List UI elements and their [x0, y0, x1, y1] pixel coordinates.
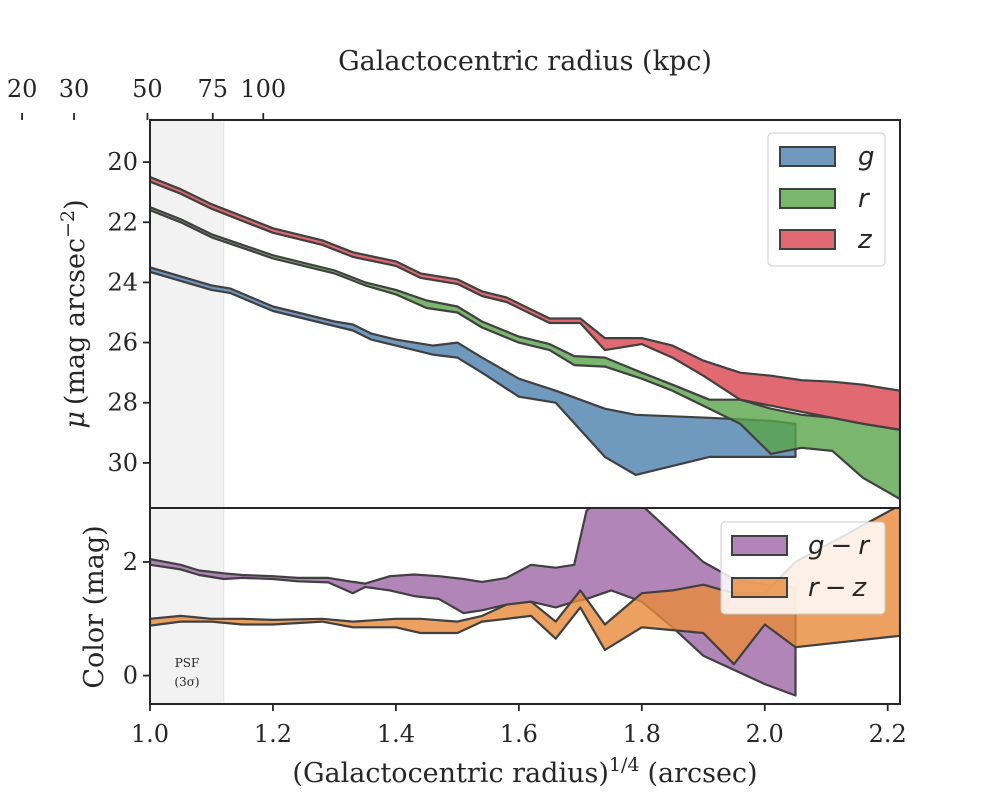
legend-label-r-z: r − z: [808, 573, 868, 603]
ticks: 202224262830021.01.21.41.61.82.02.210203…: [7, 75, 907, 748]
legend-g-r-part2: r: [858, 531, 871, 561]
legend-swatch-r-z: [731, 577, 788, 598]
kpc-tick-label-30: 30: [59, 75, 90, 103]
bands-top: [151, 176, 900, 501]
legend-top: g r z: [767, 132, 886, 267]
legend-g-r-part1: g: [808, 531, 825, 561]
ytick-label-top-24: 24: [107, 268, 138, 296]
legend-label-g-r: g − r: [808, 531, 871, 561]
ytick-label-top-28: 28: [107, 389, 138, 417]
axes-bottom-frame: [149, 507, 901, 705]
legend-label-g: g: [858, 142, 875, 172]
band-g: [151, 266, 797, 476]
ylabel-exponent: −2: [57, 210, 79, 238]
legend-bottom: g − r r − z: [720, 521, 886, 615]
psf-label: PSF: [175, 656, 200, 670]
xlabel-unit: (arcsec): [647, 758, 757, 789]
xlabel-main: (Galactocentric radius): [292, 758, 608, 789]
psf-region-bottom: [150, 509, 224, 704]
ytick-label-top-30: 30: [107, 449, 138, 477]
xtick-label-1.2: 1.2: [254, 720, 292, 748]
ylabel-mu: μ: [60, 411, 91, 429]
xtick-label-2.2: 2.2: [869, 720, 907, 748]
band-g-r: [151, 509, 797, 697]
legend-label-z: z: [857, 225, 873, 255]
legend-g-r-minus: −: [831, 531, 853, 561]
legend-label-r: r: [858, 184, 871, 214]
ytick-label-top-26: 26: [107, 329, 138, 357]
ytick-label-bottom-2: 2: [123, 548, 138, 576]
xtick-label-2.0: 2.0: [746, 720, 784, 748]
band-z: [151, 176, 900, 431]
kpc-tick-label-100: 100: [240, 75, 286, 103]
legend-swatch-g: [779, 146, 836, 167]
ytick-label-bottom-0: 0: [123, 662, 138, 690]
xtick-label-1.8: 1.8: [623, 720, 661, 748]
bottom-panel-ylabel: Color (mag): [79, 525, 110, 688]
legend-r-z-part2: z: [852, 573, 868, 603]
ylabel-close: ): [60, 199, 91, 210]
kpc-tick-label-75: 75: [197, 75, 228, 103]
legend-r-z-minus: −: [825, 573, 847, 603]
xlabel-exponent: 1/4: [609, 754, 640, 776]
bottom-axis-label: (Galactocentric radius)1/4 (arcsec): [292, 754, 757, 789]
kpc-tick-label-50: 50: [132, 75, 163, 103]
xtick-label-1.6: 1.6: [500, 720, 538, 748]
xtick-label-1.0: 1.0: [131, 720, 169, 748]
psf-sigma-label: (3σ): [174, 675, 199, 689]
top-axis-label: Galactocentric radius (kpc): [338, 46, 712, 77]
legend-swatch-z: [779, 229, 836, 250]
legend-swatch-g-r: [731, 535, 788, 556]
top-panel-ylabel: μ (mag arcsec−2): [57, 199, 91, 428]
xtick-label-1.4: 1.4: [377, 720, 415, 748]
psf-region-top: [150, 121, 224, 508]
legend-r-z-part1: r: [808, 573, 821, 603]
ylabel-text: (mag arcsec: [60, 238, 91, 405]
ytick-label-top-22: 22: [107, 208, 138, 236]
ytick-label-top-20: 20: [107, 148, 138, 176]
kpc-tick-label-20: 20: [7, 75, 38, 103]
band-r: [151, 206, 900, 501]
band-r-z: [151, 509, 900, 666]
legend-swatch-r: [779, 188, 836, 209]
bands-bottom: [151, 509, 900, 697]
